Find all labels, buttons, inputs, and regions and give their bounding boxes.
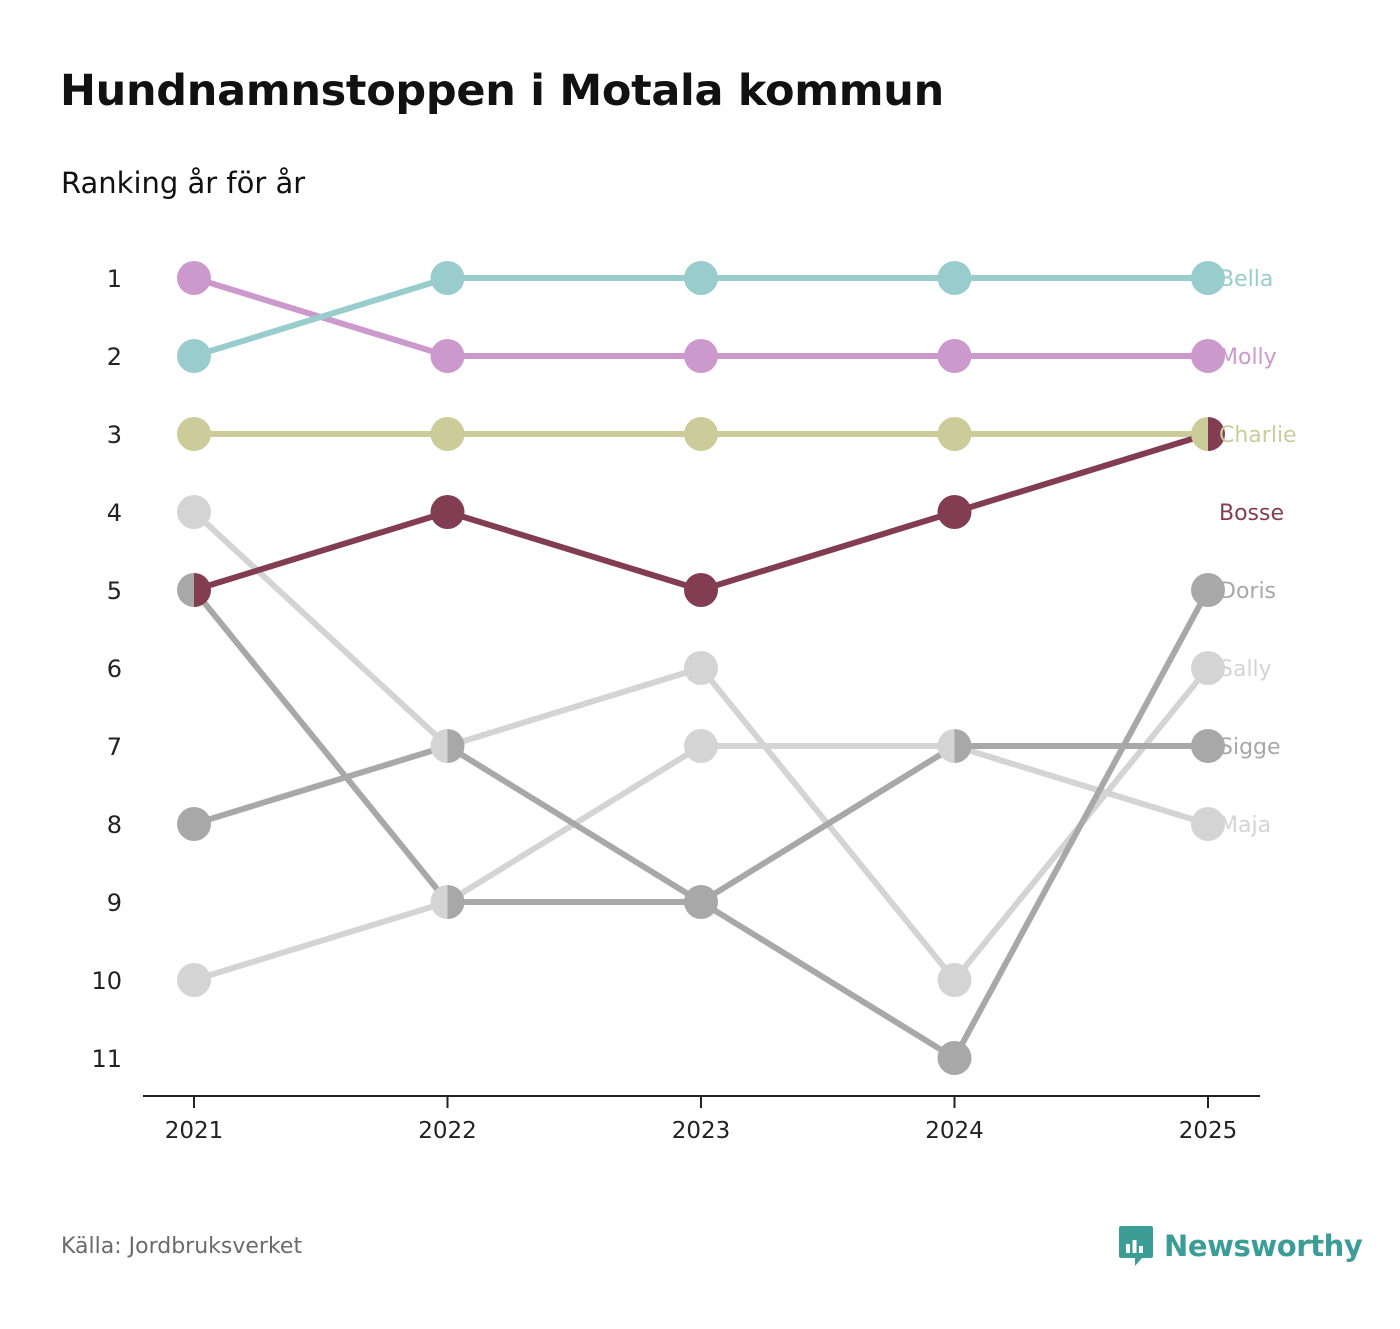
point-bosse bbox=[684, 573, 718, 607]
point-molly bbox=[684, 339, 718, 373]
series-labels: Bella Molly Charlie Bosse Doris Sally Sigge Maj… bbox=[1219, 267, 1297, 838]
point-bella bbox=[1191, 261, 1225, 295]
point-charlie bbox=[1191, 417, 1208, 451]
point-sally bbox=[937, 963, 972, 997]
point-bosse bbox=[937, 495, 972, 529]
x-tick-label: 2023 bbox=[672, 1118, 731, 1144]
point-maja bbox=[1191, 807, 1225, 841]
point-bella bbox=[684, 261, 718, 295]
point-bella bbox=[937, 261, 972, 295]
point-bosse bbox=[1208, 417, 1225, 451]
point-maja bbox=[430, 885, 448, 919]
point-maja bbox=[177, 963, 211, 997]
point-molly bbox=[430, 339, 465, 373]
y-tick-label: 2 bbox=[107, 343, 122, 371]
point-bella bbox=[430, 261, 465, 295]
point-sigge bbox=[954, 729, 972, 763]
point-bosse bbox=[430, 495, 465, 529]
brand-logo[interactable]: Newsworthy bbox=[1118, 1224, 1363, 1268]
series-line-bosse bbox=[191, 431, 1211, 593]
x-tick-label: 2025 bbox=[1179, 1118, 1238, 1144]
y-tick-label: 3 bbox=[107, 421, 122, 449]
point-doris bbox=[177, 573, 194, 607]
point-sally bbox=[684, 651, 718, 685]
point-doris bbox=[447, 885, 465, 919]
y-tick-label: 4 bbox=[107, 499, 122, 527]
point-sally bbox=[1191, 651, 1225, 685]
point-charlie bbox=[177, 417, 211, 451]
x-tick-label: 2021 bbox=[165, 1118, 224, 1144]
point-maja bbox=[684, 729, 718, 763]
series-markers bbox=[177, 261, 1225, 1075]
point-doris bbox=[701, 885, 718, 919]
brand-name: Newsworthy bbox=[1164, 1229, 1363, 1263]
point-sigge bbox=[684, 885, 701, 919]
series-label-maja: Maja bbox=[1219, 813, 1271, 838]
bar-chart-speech-bubble-icon bbox=[1119, 1226, 1153, 1266]
series-label-bella: Bella bbox=[1219, 267, 1273, 292]
point-doris bbox=[937, 1041, 972, 1075]
point-maja bbox=[937, 729, 955, 763]
y-tick-label: 8 bbox=[107, 811, 122, 839]
chart-title: Hundnamnstoppen i Motala kommun bbox=[60, 66, 944, 116]
y-tick-label: 1 bbox=[107, 265, 122, 293]
point-molly bbox=[937, 339, 972, 373]
series-label-doris: Doris bbox=[1219, 579, 1276, 604]
y-tick-label: 9 bbox=[107, 889, 122, 917]
chart-subtitle: Ranking år för år bbox=[61, 166, 306, 200]
point-bella bbox=[177, 339, 211, 373]
point-sally bbox=[430, 729, 448, 763]
point-sally bbox=[177, 495, 211, 529]
series-label-bosse: Bosse bbox=[1219, 501, 1284, 526]
point-doris bbox=[1191, 573, 1225, 607]
source-note: Källa: Jordbruksverket bbox=[61, 1234, 303, 1259]
point-charlie bbox=[430, 417, 465, 451]
y-tick-label: 10 bbox=[91, 967, 122, 995]
series-label-sigge: Sigge bbox=[1219, 735, 1281, 760]
x-tick-label: 2022 bbox=[418, 1118, 477, 1144]
point-sigge bbox=[177, 807, 211, 841]
series-line-sigge bbox=[191, 743, 1211, 905]
series-label-charlie: Charlie bbox=[1219, 423, 1297, 448]
point-bosse bbox=[194, 573, 211, 607]
y-tick-label: 7 bbox=[107, 733, 122, 761]
x-tick-label: 2024 bbox=[925, 1118, 984, 1144]
series-label-molly: Molly bbox=[1219, 345, 1277, 370]
point-charlie bbox=[684, 417, 718, 451]
series-label-sally: Sally bbox=[1219, 657, 1272, 682]
point-charlie bbox=[937, 417, 972, 451]
point-molly bbox=[1191, 339, 1225, 373]
axis-layer: 2021 2022 2023 2024 2025 1 2 3 4 5 6 7 8 9 10 11 bbox=[91, 265, 1260, 1144]
y-tick-label: 5 bbox=[107, 577, 122, 605]
y-tick-label: 6 bbox=[107, 655, 122, 683]
point-molly bbox=[177, 261, 211, 295]
point-sigge bbox=[447, 729, 465, 763]
y-tick-label: 11 bbox=[91, 1045, 122, 1073]
point-sigge bbox=[1191, 729, 1225, 763]
